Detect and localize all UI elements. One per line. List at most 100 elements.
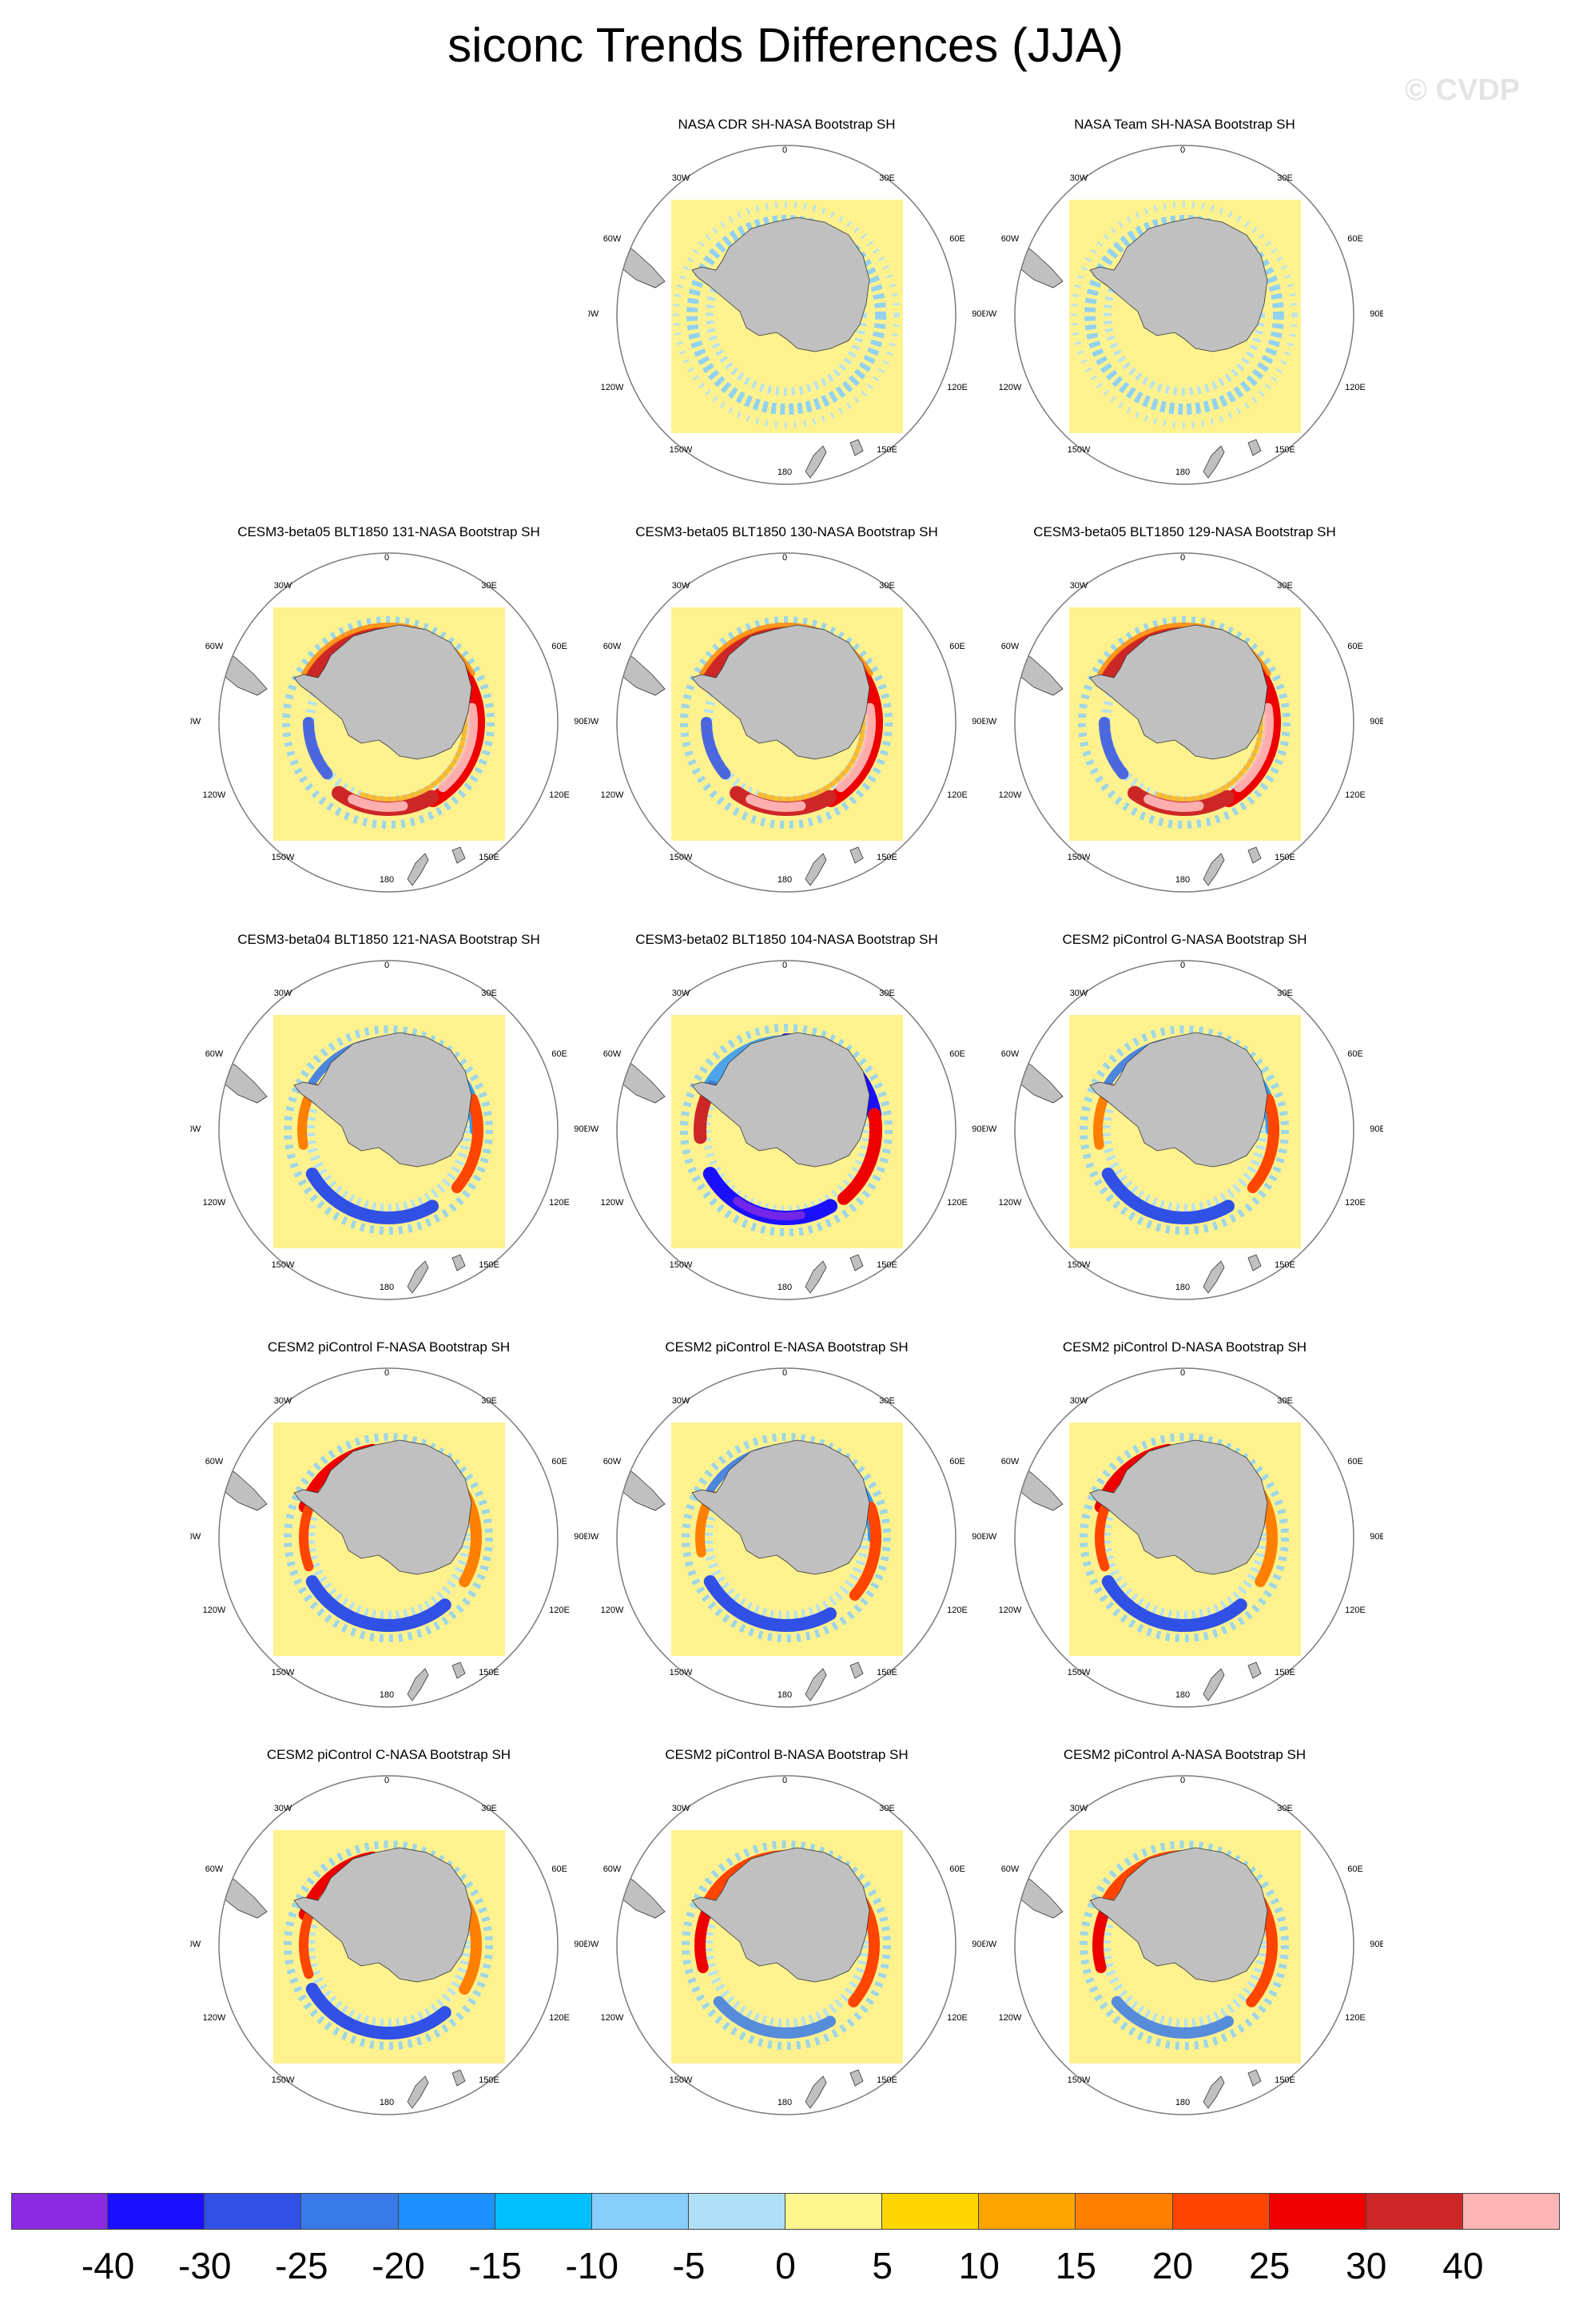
longitude-label: 0 — [384, 553, 389, 563]
colorbar-tick-label: -15 — [468, 2245, 522, 2286]
polar-stereographic-map: 0 30E 60E 90E 120E 150E 180 150W 120W 90W 60W 30W — [190, 960, 587, 1300]
longitude-label: 90W — [986, 717, 997, 726]
longitude-label: 150E — [877, 853, 897, 862]
new-zealand-land — [407, 2075, 429, 2109]
longitude-label: 60E — [949, 642, 965, 651]
colorbar-swatch — [1172, 2193, 1270, 2230]
map-panel: NASA Team SH-NASA Bootstrap SH 0 30E 60E 90E… — [986, 117, 1383, 524]
panel-title: CESM3-beta02 BLT1850 104-NASA Bootstrap … — [635, 932, 938, 947]
longitude-label: 90W — [588, 1532, 599, 1542]
longitude-label: 30W — [274, 1804, 292, 1813]
longitude-label: 30E — [879, 581, 895, 591]
longitude-label: 30E — [879, 1396, 895, 1406]
colorbar-swatch — [1269, 2193, 1366, 2230]
new-zealand-land — [407, 1668, 429, 1701]
map-panel: CESM3-beta05 BLT1850 131-NASA Bootstrap … — [190, 524, 587, 932]
longitude-label: 120E — [1345, 2013, 1366, 2023]
new-zealand-land — [805, 853, 827, 886]
colorbar-swatch — [1462, 2193, 1560, 2230]
map-boundary — [616, 145, 957, 485]
colorbar-tick-label: -40 — [81, 2245, 135, 2286]
colorbar-swatch — [1366, 2193, 1463, 2230]
longitude-label: 30W — [1070, 1396, 1088, 1406]
longitude-label: 30E — [879, 989, 895, 998]
trend-band — [1071, 201, 1298, 428]
polar-stereographic-map: 0 30E 60E 90E 120E 150E 180 150W 120W 90W 60W 30W — [986, 145, 1383, 485]
antarctica-land — [691, 1439, 870, 1575]
trend-arc — [1095, 1503, 1110, 1572]
longitude-label: 120W — [203, 2013, 226, 2023]
longitude-label: 90W — [190, 1124, 201, 1134]
longitude-label: 30W — [672, 1396, 690, 1406]
longitude-label: 120W — [203, 1198, 226, 1208]
longitude-label: 90W — [588, 1124, 599, 1134]
longitude-label: 90E — [574, 1532, 587, 1542]
polar-stereographic-map: 0 30E 60E 90E 120E 150E 180 150W 120W 90W 60W 30W — [986, 552, 1383, 893]
longitude-label: 90W — [986, 309, 997, 319]
colorbar-swatch — [11, 2193, 109, 2230]
longitude-label: 30E — [879, 1804, 895, 1813]
panel-title: CESM2 piControl G-NASA Bootstrap SH — [1062, 932, 1307, 947]
colorbar-tick-label: -20 — [372, 2245, 425, 2286]
longitude-label: 0 — [1180, 553, 1185, 563]
colorbar-tick-label: -5 — [672, 2245, 706, 2286]
longitude-label: 120E — [947, 1198, 968, 1208]
new-zealand-land — [805, 2075, 827, 2109]
longitude-label: 150E — [479, 853, 499, 862]
colorbar — [11, 2193, 1560, 2230]
tasmania-land — [451, 1661, 466, 1679]
longitude-label: 150W — [670, 445, 693, 455]
longitude-label: 60E — [949, 1457, 965, 1466]
longitude-label: 60W — [1001, 1049, 1020, 1059]
longitude-label: 150E — [1275, 2075, 1295, 2085]
trend-band — [682, 1433, 891, 1642]
longitude-label: 120W — [999, 1606, 1022, 1615]
longitude-label: 30W — [672, 989, 690, 998]
longitude-label: 0 — [782, 553, 787, 563]
longitude-label: 120E — [549, 790, 570, 800]
polar-stereographic-map: 0 30E 60E 90E 120E 150E 180 150W 120W 90W 60W 30W — [588, 1367, 985, 1708]
panel-title: CESM3-beta05 BLT1850 129-NASA Bootstrap … — [1033, 524, 1336, 539]
map-panel: CESM3-beta04 BLT1850 121-NASA Bootstrap … — [190, 932, 587, 1339]
longitude-label: 150W — [272, 2075, 295, 2085]
new-zealand-land — [1203, 1260, 1225, 1294]
longitude-label: 150E — [877, 445, 897, 455]
longitude-label: 60W — [603, 234, 622, 244]
colorbar-swatch — [108, 2193, 205, 2230]
panel-title: CESM2 piControl D-NASA Bootstrap SH — [1062, 1339, 1307, 1355]
longitude-label: 150W — [1068, 445, 1091, 455]
colorbar-tick-label: 15 — [1055, 2245, 1096, 2286]
map-panel: CESM2 piControl C-NASA Bootstrap SH 0 30E 6… — [190, 1747, 587, 2155]
map-boundary — [218, 1367, 559, 1708]
longitude-label: 90W — [190, 1940, 201, 1949]
panel-title: CESM2 piControl E-NASA Bootstrap SH — [665, 1339, 909, 1355]
longitude-label: 120E — [1345, 1606, 1366, 1615]
longitude-label: 60E — [949, 234, 965, 244]
trend-band — [682, 1840, 891, 2050]
trend-arc — [451, 1093, 483, 1193]
longitude-label: 90W — [986, 1532, 997, 1542]
page-title: siconc Trends Differences (JJA) — [447, 18, 1124, 72]
antarctica-land — [1089, 217, 1268, 352]
colorbar-tick-label: 25 — [1249, 2245, 1291, 2286]
panel-title: CESM2 piControl C-NASA Bootstrap SH — [266, 1747, 511, 1762]
panel-title: CESM3-beta05 BLT1850 131-NASA Bootstrap … — [237, 524, 540, 539]
longitude-label: 0 — [384, 1776, 389, 1785]
trend-arc — [1247, 1093, 1279, 1193]
tasmania-land — [849, 846, 864, 864]
trend-arc — [305, 1168, 439, 1224]
colorbar-tick-label: 20 — [1151, 2245, 1194, 2286]
colorbar-tick-label: -25 — [275, 2245, 328, 2286]
tasmania-land — [451, 2069, 466, 2087]
new-zealand-land — [1203, 853, 1225, 886]
longitude-label: 0 — [1180, 1776, 1185, 1785]
tasmania-land — [849, 439, 864, 456]
antarctica-land — [1089, 1032, 1268, 1168]
trend-arc — [1234, 702, 1274, 793]
longitude-label: 30W — [274, 581, 292, 591]
longitude-label: 60W — [205, 1864, 224, 1874]
longitude-label: 0 — [782, 1776, 787, 1785]
longitude-label: 90W — [986, 1940, 997, 1949]
longitude-label: 180 — [380, 1690, 394, 1700]
